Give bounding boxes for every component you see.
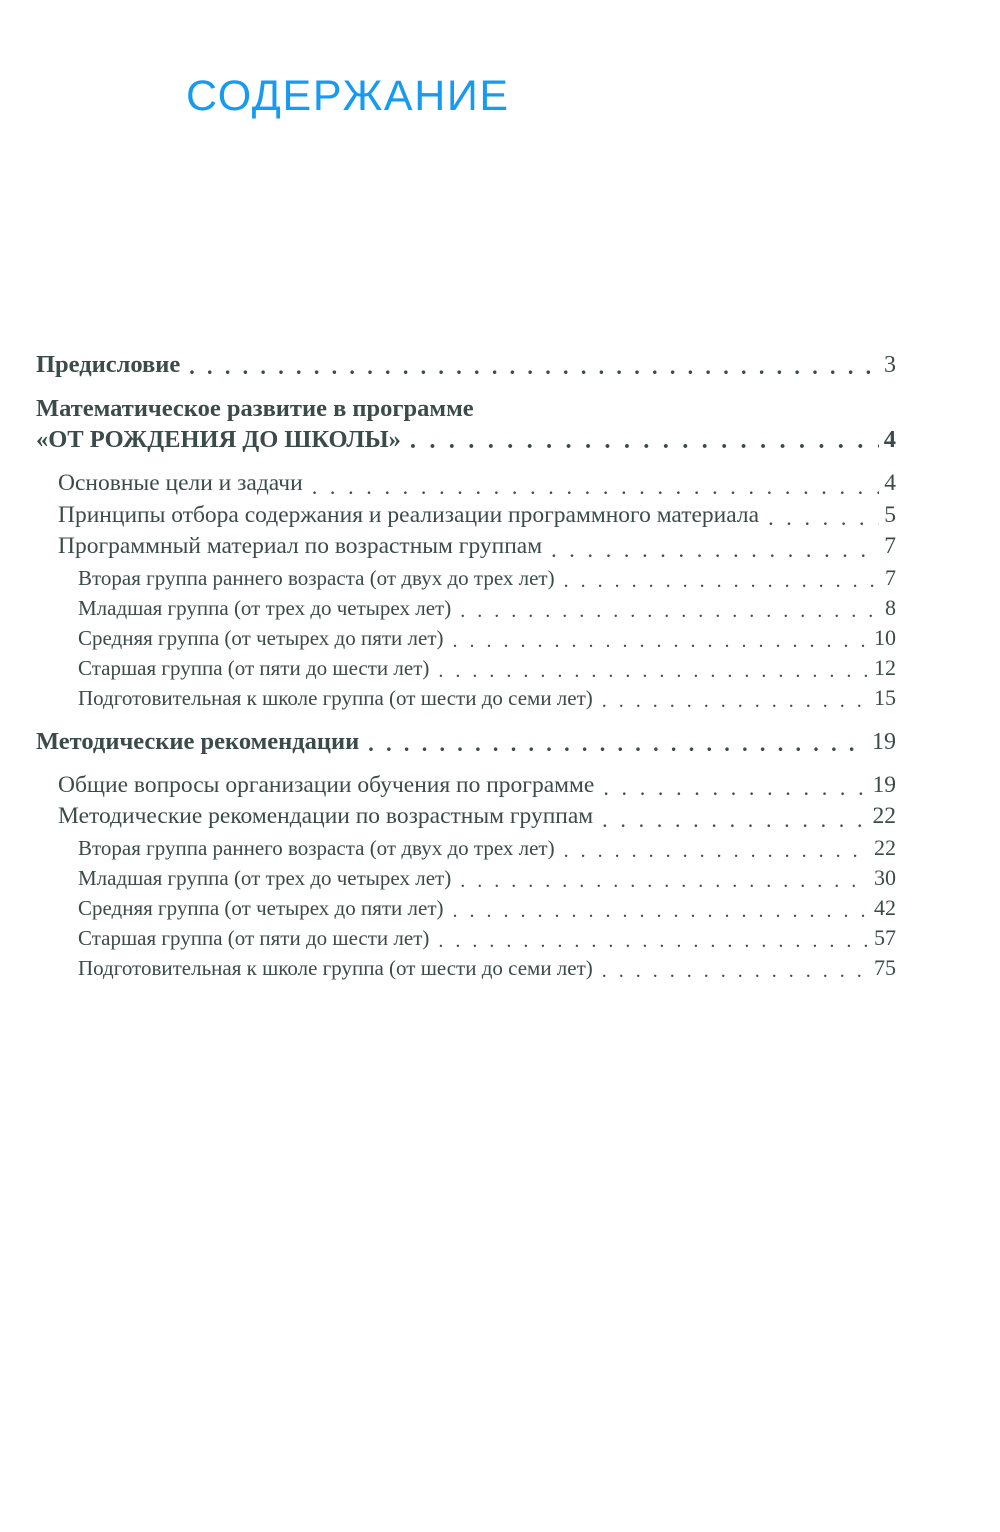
toc-entry[interactable]: Подготовительная к школе группа (от шест…	[0, 683, 1000, 713]
toc-page-number: 42	[874, 894, 896, 920]
toc-entry[interactable]: Вторая группа раннего возраста (от двух …	[0, 563, 1000, 593]
toc-entry-label: Общие вопросы организации обучения по пр…	[58, 771, 595, 798]
toc-entry-label: Математическое развитие в программе	[36, 395, 474, 422]
toc-entry-label: Предисловие	[36, 351, 181, 378]
dot-leader: . . . . . . . . . . . . . . . . . . . . …	[438, 660, 869, 681]
dot-leader: . . . . . . . . . . . . . . . . . . . . …	[563, 840, 869, 861]
toc-entry[interactable]: Программный материал по возрастным групп…	[0, 531, 1000, 563]
toc-entry-label: Основные цели и задачи	[58, 470, 303, 496]
toc-page-number: 57	[874, 924, 896, 950]
toc-entry[interactable]: Методические рекомендации по возрастным …	[0, 801, 1000, 833]
toc-page-number: 12	[874, 654, 896, 680]
toc-entry[interactable]: Принципы отбора содержания и реализации …	[0, 500, 1000, 532]
toc-page-number: 4	[884, 470, 896, 496]
dot-leader: . . . . . . . . . . . . . . . . . . . . …	[563, 570, 880, 591]
toc-page-number: 4	[883, 426, 896, 453]
dot-leader: . . . . . . . . . . . . . . . . . . . . …	[452, 900, 869, 921]
toc-entry[interactable]: Средняя группа (от четырех до пяти лет).…	[0, 623, 1000, 653]
toc-entry[interactable]: Старшая группа (от пяти до шести лет) . .…	[0, 653, 1000, 683]
toc-entry[interactable]: Методические рекомендации . . . . . . . .…	[0, 727, 1000, 757]
dot-leader: . . . . . . . . . . . . . . . . . . . . …	[409, 428, 879, 453]
toc-page-number: 75	[874, 954, 896, 980]
toc-page-number: 8	[885, 594, 896, 620]
toc-entry[interactable]: Общие вопросы организации обучения по пр…	[0, 770, 1000, 802]
toc-entry-label: Методические рекомендации по возрастным …	[58, 803, 594, 829]
toc-entry-label: Методические рекомендации	[36, 727, 360, 755]
toc-entry[interactable]: Вторая группа раннего возраста (от двух …	[0, 833, 1000, 863]
toc-page-number: 5	[884, 501, 896, 528]
toc-entry[interactable]: Младшая группа (от трех до четырех лет).…	[0, 863, 1000, 893]
table-of-contents: Предисловие . . . . . . . . . . . . . . .…	[0, 350, 1000, 983]
dot-leader: . . . . . . . . . . . . . . . . . . . . …	[603, 777, 868, 799]
toc-page-number: 19	[872, 771, 897, 798]
toc-entry-label: Младшая группа (от трех до четырех лет)	[78, 595, 452, 620]
toc-entry[interactable]: Средняя группа (от четырех до пяти лет).…	[0, 893, 1000, 923]
toc-entry[interactable]: Математическое развитие в программе «ОТ Р…	[0, 393, 1000, 455]
dot-leader: . . . . . . . . . . . . . . . . . . . . …	[311, 475, 880, 498]
toc-entry[interactable]: Подготовительная к школе группа (от шест…	[0, 953, 1000, 983]
dot-leader: . . . . . . . . . . . . . . . . . . . . …	[460, 600, 880, 621]
toc-page-number: 22	[874, 834, 896, 860]
toc-page-number: 7	[884, 533, 896, 559]
dot-leader: . . . . . . . . . . . . . . . . . . . . …	[602, 808, 867, 831]
dot-leader: . . . . . . . . . . . . . . . . . . . . …	[189, 356, 879, 378]
toc-page-number: 22	[872, 803, 897, 829]
toc-entry-label: Старшая группа (от пяти до шести лет)	[78, 655, 430, 680]
dot-leader: . . . . . . . . . . . . . . . . . . . . …	[601, 960, 869, 981]
toc-entry-label: Вторая группа раннего возраста (от двух …	[78, 565, 555, 590]
toc-page-number: 7	[885, 564, 896, 590]
dot-leader: . . . . . . . . . . . . . . . . . . . . …	[452, 630, 869, 651]
dot-leader: . . . . . . . . . . . . . . . . . . . . …	[551, 538, 879, 561]
toc-entry[interactable]: Предисловие . . . . . . . . . . . . . . .…	[0, 350, 1000, 380]
toc-entry-label: Программный материал по возрастным групп…	[58, 533, 543, 559]
dot-leader: . . . . . . . . . . . . . . . . . . . . …	[438, 930, 869, 951]
toc-entry-label: Принципы отбора содержания и реализации …	[58, 501, 760, 528]
toc-entry-label: Подготовительная к школе группа (от шест…	[78, 685, 593, 710]
toc-page-number: 3	[884, 352, 896, 378]
toc-entry-label: Средняя группа (от четырех до пяти лет)	[78, 625, 444, 650]
toc-entry-label: Старшая группа (от пяти до шести лет)	[78, 925, 430, 950]
toc-page-number: 19	[872, 728, 896, 755]
toc-entry-label: Вторая группа раннего возраста (от двух …	[78, 835, 555, 860]
toc-entry[interactable]: Старшая группа (от пяти до шести лет) . .…	[0, 923, 1000, 953]
toc-page-number: 30	[874, 864, 896, 890]
dot-leader: . . . . . . . . . . . . . . . . . . . . …	[601, 690, 869, 711]
dot-leader: . . . . . . . . . . . . . . . . . . . . …	[460, 870, 869, 891]
dot-leader: . . . . . . . . . . . . . . . . . . . . …	[768, 507, 879, 529]
toc-entry-label: Средняя группа (от четырех до пяти лет)	[78, 895, 444, 920]
page-title: СОДЕРЖАНИЕ	[186, 72, 510, 120]
dot-leader: . . . . . . . . . . . . . . . . . . . . …	[368, 732, 867, 755]
toc-entry-label: «ОТ РОЖДЕНИЯ ДО ШКОЛЫ»	[36, 426, 401, 453]
toc-entry-label: Младшая группа (от трех до четырех лет)	[78, 865, 452, 890]
toc-page-number: 15	[874, 684, 896, 710]
toc-entry[interactable]: Основные цели и задачи . . . . . . . . . …	[0, 468, 1000, 500]
toc-entry-label: Подготовительная к школе группа (от шест…	[78, 955, 593, 980]
toc-entry[interactable]: Младшая группа (от трех до четырех лет).…	[0, 593, 1000, 623]
toc-page-number: 10	[874, 624, 896, 650]
